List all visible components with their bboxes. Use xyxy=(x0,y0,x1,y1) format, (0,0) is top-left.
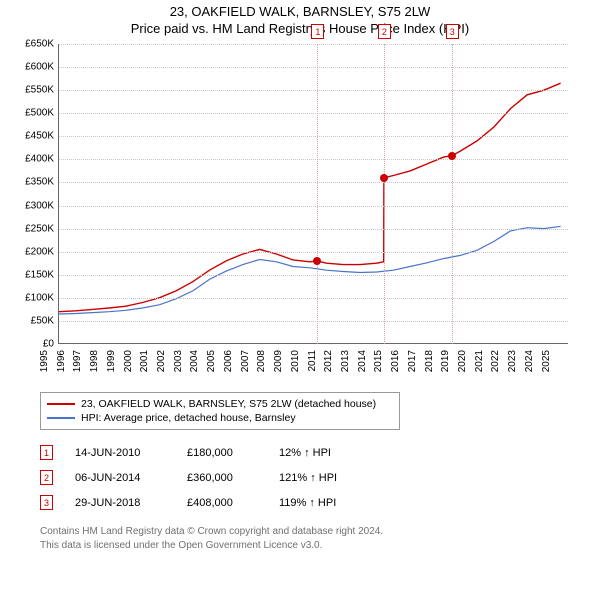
y-axis-label: £350K xyxy=(10,177,54,188)
event-marker-box: 2 xyxy=(378,24,391,39)
gridline xyxy=(59,182,568,183)
footer-line: This data is licensed under the Open Gov… xyxy=(40,539,600,553)
gridline xyxy=(59,206,568,207)
plot-area: 123 xyxy=(58,44,568,344)
event-price: £360,000 xyxy=(187,472,257,484)
gridline xyxy=(59,159,568,160)
series-line xyxy=(59,83,561,312)
event-marker-box: 3 xyxy=(40,495,53,510)
event-dot xyxy=(448,152,456,160)
y-axis-label: £50K xyxy=(10,315,54,326)
event-pct: 119% ↑ HPI xyxy=(279,497,379,509)
event-vline xyxy=(384,44,385,344)
x-axis-label: 2025 xyxy=(541,350,579,372)
y-axis-label: £0 xyxy=(10,339,54,350)
event-row: 1 14-JUN-2010 £180,000 12% ↑ HPI xyxy=(40,440,600,465)
legend: 23, OAKFIELD WALK, BARNSLEY, S75 2LW (de… xyxy=(40,392,400,430)
event-marker-box: 1 xyxy=(40,445,53,460)
event-price: £180,000 xyxy=(187,447,257,459)
gridline xyxy=(59,90,568,91)
y-axis-label: £550K xyxy=(10,85,54,96)
y-axis-label: £400K xyxy=(10,154,54,165)
event-date: 14-JUN-2010 xyxy=(75,447,165,459)
event-vline xyxy=(317,44,318,344)
event-marker-box: 1 xyxy=(311,24,324,39)
y-axis-label: £150K xyxy=(10,269,54,280)
y-axis-label: £250K xyxy=(10,223,54,234)
event-dot xyxy=(313,257,321,265)
event-marker-box: 3 xyxy=(446,24,459,39)
y-axis-label: £100K xyxy=(10,292,54,303)
y-axis-label: £600K xyxy=(10,62,54,73)
gridline xyxy=(59,275,568,276)
y-axis-label: £200K xyxy=(10,246,54,257)
footer-attribution: Contains HM Land Registry data © Crown c… xyxy=(40,525,600,552)
event-date: 29-JUN-2018 xyxy=(75,497,165,509)
page-title: 23, OAKFIELD WALK, BARNSLEY, S75 2LW xyxy=(0,4,600,19)
legend-swatch xyxy=(47,403,75,405)
legend-item: HPI: Average price, detached house, Barn… xyxy=(47,411,393,425)
event-vline xyxy=(452,44,453,344)
event-row: 3 29-JUN-2018 £408,000 119% ↑ HPI xyxy=(40,490,600,515)
gridline xyxy=(59,229,568,230)
event-pct: 12% ↑ HPI xyxy=(279,447,379,459)
y-axis-label: £300K xyxy=(10,200,54,211)
gridline xyxy=(59,298,568,299)
page-subtitle: Price paid vs. HM Land Registry's House … xyxy=(0,21,600,36)
price-chart: 123 £0 £50K £100K £150K £200K £250K £300K £350K… xyxy=(10,44,570,384)
legend-item: 23, OAKFIELD WALK, BARNSLEY, S75 2LW (de… xyxy=(47,397,393,411)
event-dot xyxy=(380,174,388,182)
legend-label: HPI: Average price, detached house, Barn… xyxy=(81,412,296,424)
footer-line: Contains HM Land Registry data © Crown c… xyxy=(40,525,600,539)
series-line xyxy=(59,226,561,314)
event-marker-box: 2 xyxy=(40,470,53,485)
y-axis-label: £650K xyxy=(10,39,54,50)
event-pct: 121% ↑ HPI xyxy=(279,472,379,484)
event-price: £408,000 xyxy=(187,497,257,509)
gridline xyxy=(59,321,568,322)
gridline xyxy=(59,252,568,253)
chart-lines xyxy=(59,44,569,344)
events-table: 1 14-JUN-2010 £180,000 12% ↑ HPI 2 06-JUN-201… xyxy=(40,440,600,515)
gridline xyxy=(59,113,568,114)
gridline xyxy=(59,44,568,45)
legend-label: 23, OAKFIELD WALK, BARNSLEY, S75 2LW (de… xyxy=(81,398,376,410)
gridline xyxy=(59,67,568,68)
y-axis-label: £500K xyxy=(10,108,54,119)
event-date: 06-JUN-2014 xyxy=(75,472,165,484)
legend-swatch xyxy=(47,417,75,419)
y-axis-label: £450K xyxy=(10,131,54,142)
event-row: 2 06-JUN-2014 £360,000 121% ↑ HPI xyxy=(40,465,600,490)
gridline xyxy=(59,136,568,137)
